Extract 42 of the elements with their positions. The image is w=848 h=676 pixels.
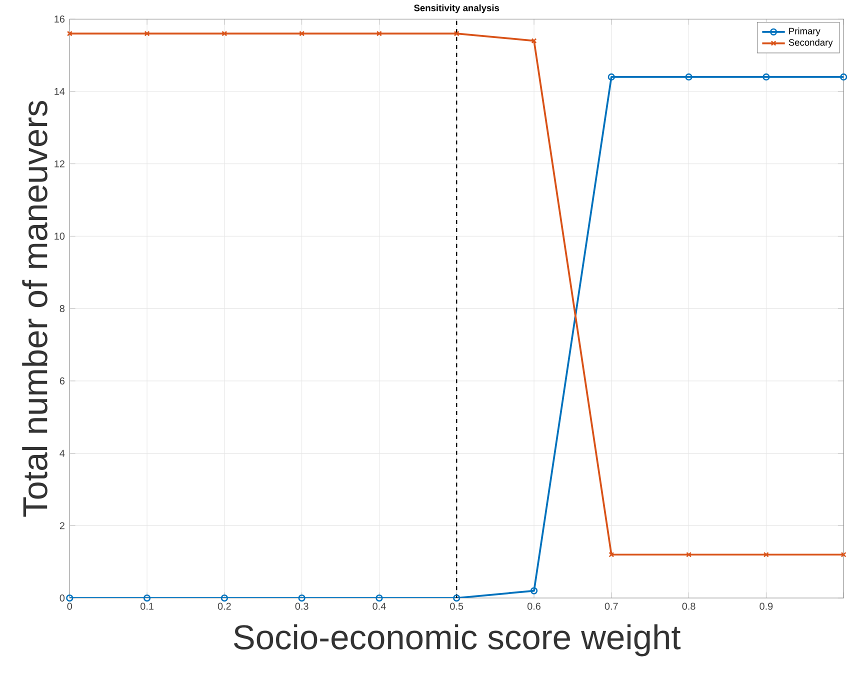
point	[608, 552, 614, 558]
x-tick-label: 0.6	[527, 602, 540, 610]
y-axis-title: Total number of maneuvers	[22, 101, 48, 517]
x-tick-label: 0.2	[218, 602, 231, 610]
y-tick-label: 8	[60, 305, 65, 312]
x-tick-label: 0.8	[682, 602, 696, 610]
point	[763, 552, 769, 558]
x-axis-title: Socio-economic score weight	[234, 624, 681, 657]
x-tick-label: 0.4	[372, 602, 386, 610]
chart-title: Sensitivity analysis	[414, 4, 500, 14]
point	[762, 74, 770, 81]
y-tick-label: 16	[54, 16, 65, 23]
y-tick-label: 0	[60, 594, 65, 602]
x-tick-label: 0	[67, 602, 72, 610]
y-tick-label: 10	[54, 232, 65, 240]
y-tick-label: 4	[60, 450, 65, 457]
point	[143, 594, 151, 602]
point	[298, 594, 306, 602]
x-tick-label: 0.5	[450, 602, 464, 610]
point	[376, 594, 383, 602]
point	[144, 31, 150, 36]
point	[454, 31, 460, 36]
legend-label: Primary	[789, 28, 820, 36]
point	[685, 74, 692, 81]
y-tick-label: 14	[54, 88, 65, 96]
y-tick-label: 12	[54, 160, 64, 168]
point	[299, 31, 305, 36]
x-tick-label: 0.1	[140, 602, 154, 610]
y-tick-label: 2	[60, 522, 64, 530]
point	[453, 594, 460, 602]
x-tick-label: 0.9	[760, 602, 773, 610]
x-tick-label: 0.3	[295, 602, 308, 610]
point	[608, 74, 615, 81]
point	[220, 594, 228, 602]
point	[686, 552, 692, 558]
point	[222, 31, 228, 36]
x-tick-label: 0.7	[604, 602, 618, 610]
point	[376, 31, 382, 36]
y-tick-label: 6	[60, 378, 65, 385]
point	[530, 587, 538, 595]
legend-label: Secondary	[788, 39, 833, 48]
point	[531, 38, 537, 44]
